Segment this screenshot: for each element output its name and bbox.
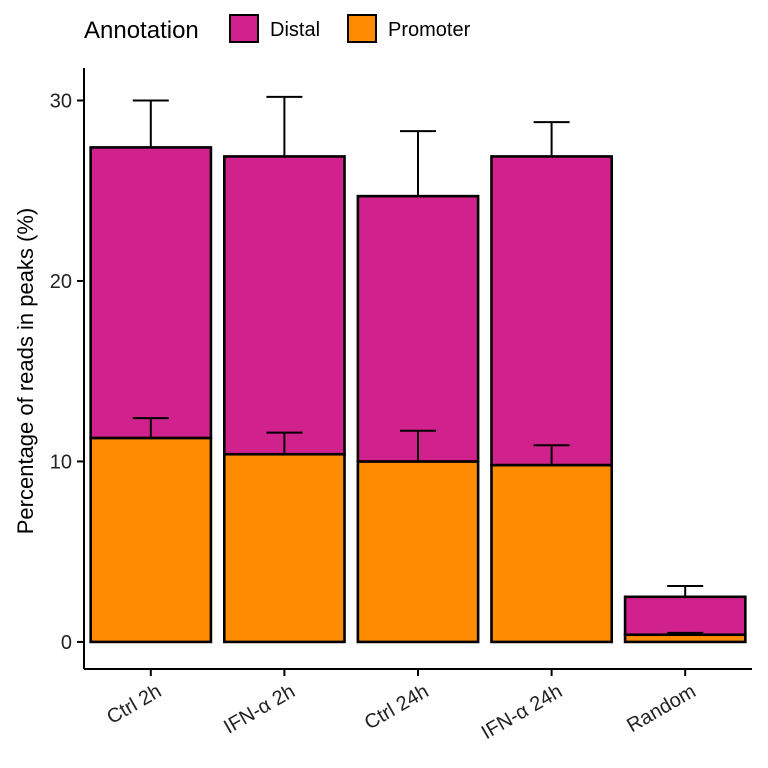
bar-distal-ifn-24h xyxy=(490,155,614,467)
x-tick-label-ctrl-24h: Ctrl 24h xyxy=(361,680,433,734)
legend: Annotation Distal Promoter xyxy=(84,14,471,44)
legend-swatch-distal xyxy=(229,14,259,43)
bar-distal-ctrl-24h xyxy=(356,194,480,463)
y-tick-label-0: 0 xyxy=(61,632,72,654)
x-tick-label-ifn-24h: IFN-α 24h xyxy=(478,680,566,744)
bar-promoter-ifn-2h xyxy=(222,452,346,644)
bars xyxy=(89,146,747,644)
error-bars xyxy=(132,95,704,635)
x-tick-label-ctrl-2h: Ctrl 2h xyxy=(103,680,165,729)
legend-label-promoter: Promoter xyxy=(388,19,471,41)
bar-promoter-ctrl-2h xyxy=(89,436,213,644)
legend-title: Annotation xyxy=(84,17,199,44)
legend-label-distal: Distal xyxy=(270,19,320,41)
y-tick-label-20: 20 xyxy=(50,271,72,293)
bar-promoter-ctrl-24h xyxy=(356,460,480,644)
y-tick-label-30: 30 xyxy=(50,90,72,112)
bar-distal-ifn-2h xyxy=(222,155,346,456)
legend-swatch-promoter xyxy=(347,14,378,43)
bar-promoter-ifn-24h xyxy=(490,463,614,644)
bar-distal-random xyxy=(623,595,747,637)
y-axis-title: Percentage of reads in peaks (%) xyxy=(13,208,38,535)
x-tick-label-ifn-2h: IFN-α 2h xyxy=(220,680,299,738)
x-tick-label-random: Random xyxy=(623,680,699,737)
y-tick-label-10: 10 xyxy=(50,451,72,473)
bar-distal-ctrl-2h xyxy=(89,146,213,440)
